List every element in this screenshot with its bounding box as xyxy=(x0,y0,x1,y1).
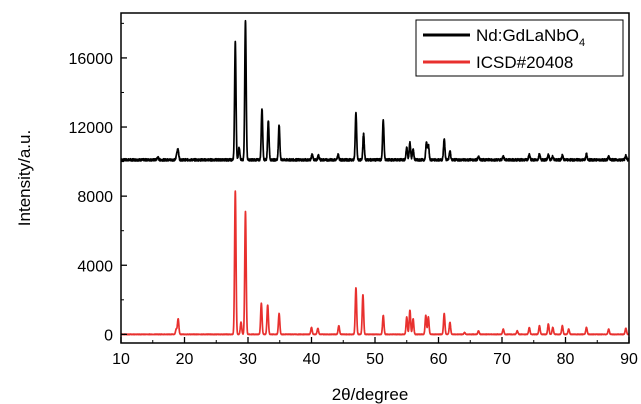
y-axis-label: Intensity/a.u. xyxy=(15,130,34,226)
x-tick-label: 80 xyxy=(557,351,575,368)
y-tick-label: 12000 xyxy=(69,120,114,137)
y-tick-label: 4000 xyxy=(77,258,113,275)
series-layer xyxy=(121,19,629,336)
x-axis-ticks: 10 20 30 40 50 60 70 80 90 xyxy=(112,337,638,368)
legend-entry-sample-subscript: 4 xyxy=(579,37,585,49)
legend-entry-reference: ICSD#20408 xyxy=(476,53,573,72)
x-tick-label: 90 xyxy=(620,351,638,368)
x-tick-label: 30 xyxy=(239,351,257,368)
x-tick-label: 40 xyxy=(303,351,321,368)
x-tick-label: 60 xyxy=(430,351,448,368)
x-axis-label: 2θ/degree xyxy=(332,385,409,404)
y-axis-ticks: 0 4000 8000 12000 16000 xyxy=(69,22,127,344)
legend-entry-sample: Nd:GdLaNbO4 xyxy=(476,26,585,49)
y-tick-label: 0 xyxy=(104,327,113,344)
x-tick-label: 50 xyxy=(366,351,384,368)
legend: Nd:GdLaNbO4 ICSD#20408 xyxy=(415,19,624,77)
y-tick-label: 8000 xyxy=(77,189,113,206)
legend-box xyxy=(415,19,624,77)
y-tick-label: 16000 xyxy=(69,51,114,68)
x-tick-label: 20 xyxy=(176,351,194,368)
x-tick-label: 70 xyxy=(493,351,511,368)
series-sample-line xyxy=(121,19,629,162)
series-reference-line xyxy=(121,190,629,336)
x-tick-label: 10 xyxy=(112,351,130,368)
legend-entry-sample-main: Nd:GdLaNbO xyxy=(476,26,579,45)
